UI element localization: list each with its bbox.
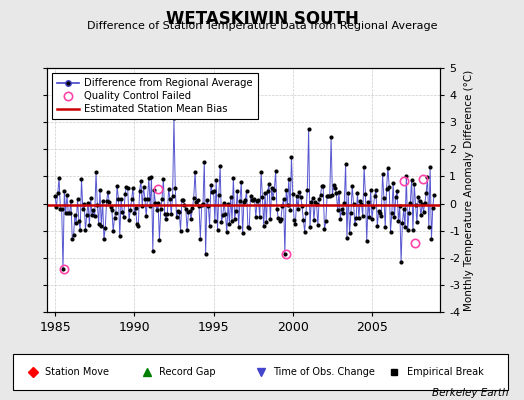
Text: Empirical Break: Empirical Break xyxy=(407,367,484,377)
Text: Berkeley Earth: Berkeley Earth xyxy=(432,388,508,398)
Y-axis label: Monthly Temperature Anomaly Difference (°C): Monthly Temperature Anomaly Difference (… xyxy=(464,69,474,311)
Text: Record Gap: Record Gap xyxy=(159,367,216,377)
Legend: Difference from Regional Average, Quality Control Failed, Estimated Station Mean: Difference from Regional Average, Qualit… xyxy=(52,73,258,119)
Text: WETASKIWIN SOUTH: WETASKIWIN SOUTH xyxy=(166,10,358,28)
Text: Time of Obs. Change: Time of Obs. Change xyxy=(273,367,375,377)
FancyBboxPatch shape xyxy=(13,354,508,390)
Text: Station Move: Station Move xyxy=(45,367,110,377)
Text: Difference of Station Temperature Data from Regional Average: Difference of Station Temperature Data f… xyxy=(87,21,437,31)
